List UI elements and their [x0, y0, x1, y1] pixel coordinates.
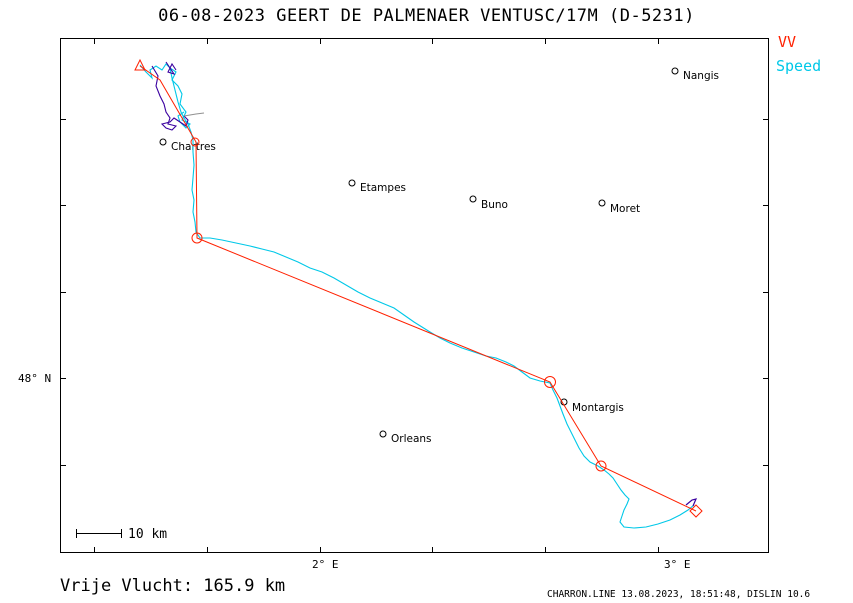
legend-vv: VV [778, 33, 797, 51]
task-line [139, 65, 697, 512]
town-label-moret: Moret [610, 203, 640, 215]
map-frame [60, 38, 769, 553]
town-label-orleans: Orleans [391, 433, 432, 445]
towns [159, 67, 679, 438]
turnpoint-marker [544, 376, 556, 388]
town-marker [159, 138, 167, 146]
town-marker [598, 199, 606, 207]
free-flight-distance: Vrije Vlucht: 165.9 km [60, 576, 286, 596]
axis-ticks [60, 38, 769, 553]
town-marker [348, 179, 356, 187]
town-label-etampes: Etampes [360, 182, 406, 194]
speed-track-start [139, 63, 191, 129]
alt-track-start [151, 61, 189, 131]
town-marker [671, 67, 679, 75]
lon-label-3e: 3° E [664, 558, 691, 571]
legend-speed: Speed [776, 57, 822, 75]
turnpoint-marker [191, 232, 203, 244]
alt-track-end [685, 498, 698, 507]
town-label-montargis: Montargis [572, 402, 624, 414]
speed-track [169, 67, 695, 529]
alt-track-grey [183, 112, 205, 117]
town-label-nangis: Nangis [683, 70, 719, 82]
lat-label: 48° N [18, 372, 51, 385]
scale-bar: 10 km [76, 527, 167, 542]
turnpoint-marker [595, 460, 607, 472]
start-marker [134, 58, 146, 71]
town-marker [469, 195, 477, 203]
lon-label-2e: 2° E [312, 558, 339, 571]
town-marker [379, 430, 387, 438]
finish-marker [689, 504, 703, 518]
turnpoint-marker [190, 137, 200, 147]
map-title: 06-08-2023 GEERT DE PALMENAER VENTUSC/17… [158, 6, 695, 26]
scale-bar-label: 10 km [128, 527, 167, 542]
software-credit: CHARRON.LINE 13.08.2023, 18:51:48, DISLI… [547, 589, 811, 600]
town-label-buno: Buno [481, 199, 508, 211]
